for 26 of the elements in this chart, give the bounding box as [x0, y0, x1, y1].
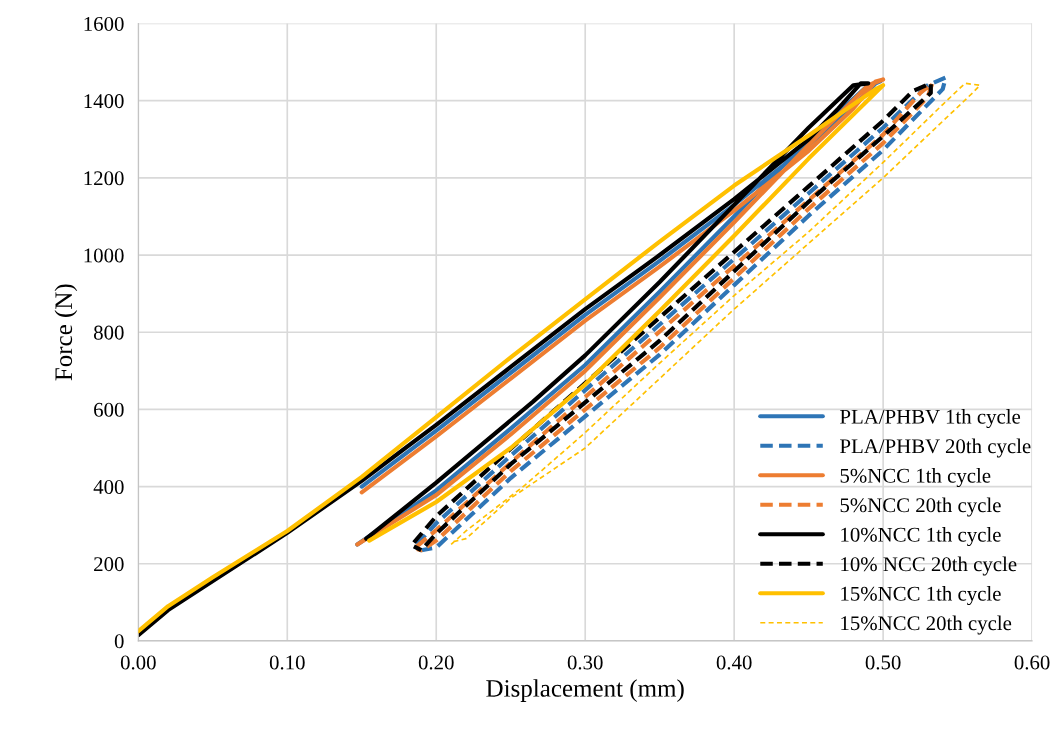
x-tick-label: 0.60: [1014, 655, 1050, 670]
y-tick-label: 1600: [84, 16, 124, 31]
x-tick-label: 0.20: [418, 655, 454, 670]
legend-label: 10% NCC 20th cycle: [841, 556, 1017, 576]
x-tick-label: 0.30: [567, 655, 603, 670]
y-tick-label: 400: [93, 479, 124, 494]
y-tick-label: 200: [94, 557, 124, 572]
legend-label: 15%NCC 1th cycle: [841, 586, 1001, 606]
y-tick-label: 1000: [84, 248, 124, 263]
x-axis-title: Displacement (mm): [486, 679, 684, 702]
legend-label: PLA/PHBV 20th cycle: [840, 438, 1031, 458]
y-tick-label: 0: [114, 634, 124, 649]
x-tick-label: 0.40: [716, 655, 752, 670]
y-tick-label: 1400: [84, 94, 124, 109]
x-tick-label: 0.00: [120, 655, 156, 670]
legend-label: 10%NCC 1th cycle: [841, 527, 1001, 547]
y-tick-label: 1200: [84, 171, 124, 186]
legend-label: 15%NCC 20th cycle: [841, 615, 1012, 635]
y-axis-title: Force (N): [54, 284, 78, 381]
y-tick-label: 600: [94, 402, 124, 417]
legend-label: 5%NCC 1th cycle: [840, 468, 991, 488]
legend-label: 5%NCC 20th cycle: [840, 497, 1001, 517]
x-tick-label: 0.10: [269, 655, 305, 670]
x-tick-label: 0.50: [865, 655, 901, 670]
legend-label: PLA/PHBV 1th cycle: [840, 409, 1021, 429]
y-tick-label: 800: [93, 325, 124, 340]
